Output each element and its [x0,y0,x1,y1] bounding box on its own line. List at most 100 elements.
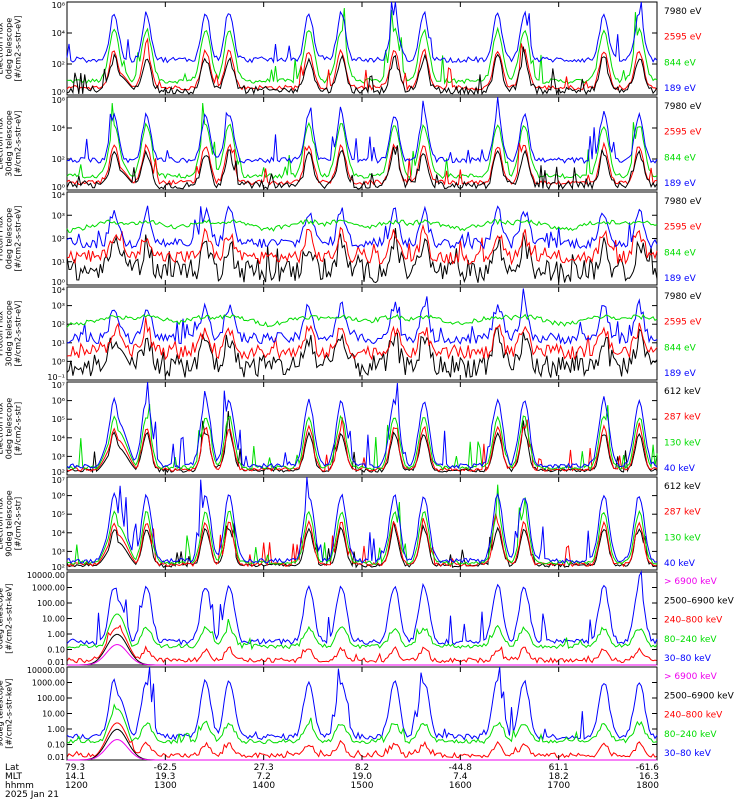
ytick-label: 0.01 [47,658,65,667]
yaxis-label-line: [#/cm2-s-str] [14,497,23,550]
ytick-label: 10³ [52,211,65,220]
yaxis-label-line: Electron Flux [0,117,5,169]
xtick-lat: -44.8 [449,763,473,773]
ytick-label: 100.00 [37,694,65,703]
ytick-label: 10⁷ [52,381,65,390]
series-130 [67,484,658,566]
xtick-lat: -61.6 [636,763,660,773]
ytick-label: 10000.00 [27,666,65,675]
panel-frame [66,191,658,286]
legend-entry: 2595 eV [664,318,702,328]
legend-entry: 7980 eV [664,197,702,207]
series-2595 [66,223,658,266]
series-287 [66,417,658,472]
ytick-label: 10000.00 [27,571,65,580]
ytick-label: 1000.00 [32,584,65,593]
ytick-label: 10⁰ [52,278,65,287]
xtick-hhmm: 1300 [154,781,177,791]
xtick-lat: 8.2 [355,763,369,773]
ytick-label: 10⁻¹ [47,373,65,382]
ytick-label: 10⁸ [52,1,65,10]
yaxis-label-line: [#/cm2-s-str-eV] [14,300,23,366]
legend-entry: 2500–6900 keV [664,691,735,701]
xtick-lat: 27.3 [254,763,274,773]
series-844 [66,102,658,180]
legend-entry: 844 eV [664,248,697,258]
series-2595 [66,141,658,186]
xtick-hhmm: 1800 [636,781,659,791]
panel-6: 10⁷ 10⁶ 10⁵ 10⁴ 10³ 10² MEPEDElectron Flux90de… [0,476,701,572]
ytick-label: 100.00 [37,599,65,608]
yaxis-label-line: 90deg telescope [5,490,14,557]
ytick-label: 10.00 [42,710,65,719]
x-row-label: Lat [5,763,20,773]
panel-7: 10000.00 1000.00 100.00 10.00 1.00 0.10 0.01 0d… [0,570,735,667]
series-189 [66,288,658,345]
yaxis-label-line: [#/cm2-s-str-eV] [14,110,23,176]
series-80-240 [66,703,658,745]
ytick-label: 10⁴ [52,124,65,133]
yaxis-label-line: Electron Flux [0,497,5,549]
legend-entry: 7980 eV [664,102,702,112]
yaxis-label: 0deg telescope [#/cm2-s-str-keV] [0,583,14,654]
legend-entry: 2595 eV [664,128,702,138]
xtick-mlt: 7.4 [453,772,468,782]
legend-entry: > 6900 keV [664,672,718,682]
ytick-label: 10⁷ [52,476,65,485]
yaxis-label-line: [#/cm2-s-str-keV] [5,583,14,654]
series-80-240 [66,613,658,651]
legend-entry: 240–800 keV [664,616,723,626]
ytick-label: 10³ [52,547,65,556]
legend-entry: 80–240 keV [664,730,717,740]
ytick-label: 10¹ [52,258,65,267]
ytick-label: 10⁴ [52,434,65,443]
ytick-label: 0.10 [47,741,65,750]
ytick-label: 10⁴ [52,191,65,200]
yaxis-label-line: 0deg telescope [5,18,14,79]
yaxis-label-line: Electron Flux [0,22,5,74]
ytick-label: 0.01 [47,753,65,762]
legend-entry: 30–80 keV [664,654,712,664]
legend-entry: 844 eV [664,343,697,353]
series-130 [66,403,658,471]
legend-entry: 7980 eV [664,7,702,17]
ytick-label: 10² [52,563,65,572]
x-row-label: hhmm [5,781,34,791]
ytick-label: 10⁵ [52,415,65,424]
ytick-label: 10⁶ [52,492,65,501]
ytick-label: 10² [52,320,65,329]
xtick-mlt: 14.1 [65,772,85,782]
xtick-mlt: 18.2 [549,772,569,782]
series-844 [66,313,658,328]
ytick-label: 1.00 [47,725,65,734]
ytick-label: 10¹ [52,339,65,348]
xtick-hhmm: 1400 [252,781,275,791]
xtick-mlt: 7.2 [257,772,271,782]
yaxis-label: 90deg telescope [#/cm2-s-str-keV] [0,678,14,749]
xtick-mlt: 19.3 [155,772,175,782]
ytick-label: 10⁶ [52,397,65,406]
ytick-label: 10⁰ [52,357,65,366]
legend-entry: 189 eV [664,84,697,94]
legend-entry: 189 eV [664,274,697,284]
ytick-label: 10² [52,155,65,164]
ytick-label: 10⁰ [52,88,65,97]
xtick-hhmm: 1600 [449,781,472,791]
yaxis-label-line: 0deg telescope [0,588,5,649]
ytick-label: 10⁸ [52,96,65,105]
yaxis-label-line: [#/cm2-s-str-eV] [14,15,23,81]
legend-entry: 189 eV [664,369,697,379]
yaxis-label-line: 90deg telescope [0,680,5,747]
series-189 [66,96,658,165]
yaxis-label-line: 30deg telescope [5,300,14,367]
ytick-label: 1.00 [47,630,65,639]
xtick-hhmm: 1500 [351,781,374,791]
legend-entry: 2595 eV [664,223,702,233]
legend-entry: 130 keV [664,438,701,448]
ytick-label: 10² [52,60,65,69]
